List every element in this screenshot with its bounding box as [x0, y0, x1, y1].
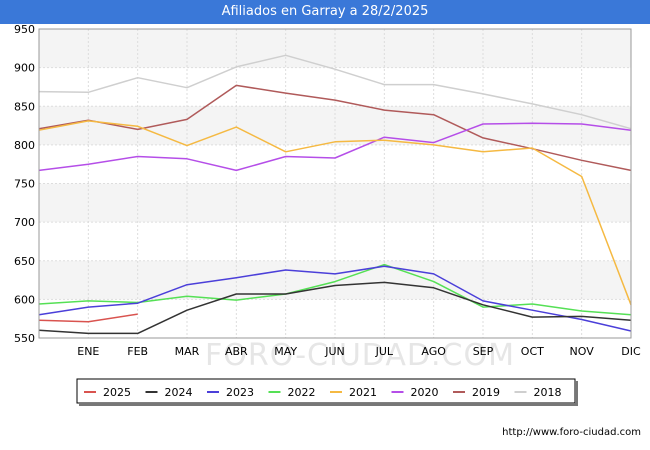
legend-label-2018: 2018 — [534, 386, 562, 399]
legend-label-2024: 2024 — [165, 386, 193, 399]
series-line-2018 — [38, 54, 632, 130]
legend-shadow-bottom — [79, 403, 578, 406]
legend-label-2021: 2021 — [349, 386, 377, 399]
grid-band — [39, 260, 631, 300]
x-tick-label: SEP — [473, 345, 494, 358]
legend: 2025 2024 2023 2022 2021 2020 2019 2018 — [76, 378, 578, 406]
legend-box — [76, 378, 576, 404]
y-tick-label: 850 — [14, 100, 35, 113]
y-tick-label: 550 — [14, 332, 35, 345]
legend-label-2025: 2025 — [103, 386, 131, 399]
series-line-2024 — [38, 281, 632, 335]
legend-label-2020: 2020 — [411, 386, 439, 399]
x-tick-label: OCT — [521, 345, 544, 358]
chart-title: Afiliados en Garray a 28/2/2025 — [0, 0, 650, 24]
x-tick-label: JUL — [375, 345, 394, 358]
y-tick-label: 950 — [14, 23, 35, 36]
legend-label-2022: 2022 — [288, 386, 316, 399]
y-tick-label: 700 — [14, 216, 35, 229]
source-link[interactable]: http://www.foro-ciudad.com — [502, 427, 641, 438]
x-tick-label: ENE — [77, 345, 99, 358]
x-tick-label: MAY — [274, 345, 297, 358]
y-tick-label: 600 — [14, 293, 35, 306]
x-tick-label: MAR — [175, 345, 200, 358]
y-tick-label: 750 — [14, 178, 35, 191]
legend-label-2019: 2019 — [472, 386, 500, 399]
legend-label-2023: 2023 — [226, 386, 254, 399]
x-tick-label: FEB — [127, 345, 148, 358]
y-tick-label: 650 — [14, 255, 35, 268]
series-layer — [38, 54, 632, 335]
x-tick-label: JUN — [324, 345, 345, 358]
x-axis-ticks: ENE FEB MAR ABR MAY JUN JUL AGO SEP OCT NOV DIC — [77, 345, 641, 358]
y-axis-ticks: 550 600 650 700 750 800 850 900 950 — [14, 23, 35, 345]
x-tick-label: AGO — [421, 345, 446, 358]
x-tick-label: NOV — [570, 345, 595, 358]
x-tick-label: DIC — [621, 345, 641, 358]
x-tick-label: ABR — [225, 345, 248, 358]
y-tick-label: 900 — [14, 62, 35, 75]
legend-shadow — [575, 381, 578, 405]
series-line-2021 — [38, 120, 632, 306]
watermark-text: FORO-CIUDAD.COM — [205, 338, 515, 373]
series-line-2020 — [38, 122, 632, 172]
series-line-2023 — [38, 265, 632, 332]
series-line-2025 — [38, 313, 138, 323]
plot-frame — [38, 28, 632, 339]
y-tick-label: 800 — [14, 139, 35, 152]
